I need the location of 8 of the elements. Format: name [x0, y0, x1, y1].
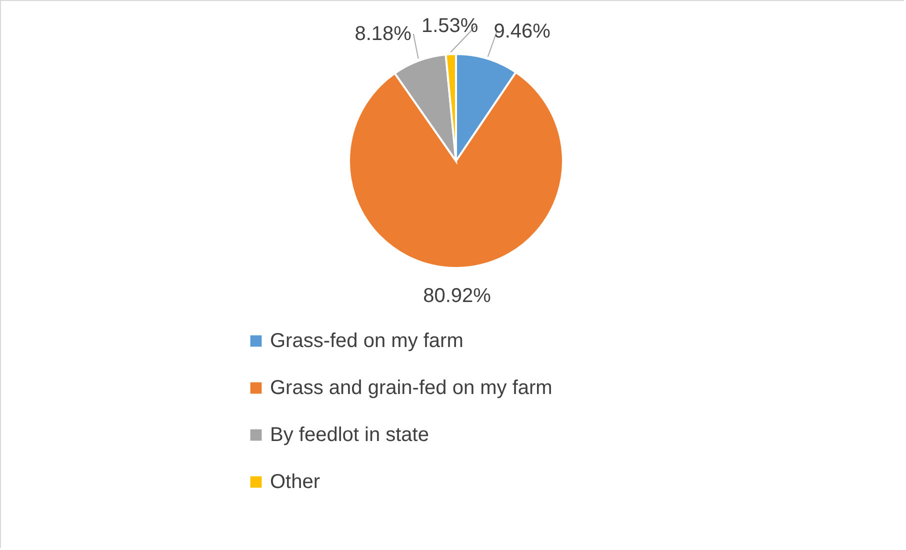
legend-label: By feedlot in state [270, 424, 429, 446]
data-label: 8.18% [354, 22, 412, 45]
legend-label: Other [270, 471, 320, 493]
legend-label: Grass-fed on my farm [270, 330, 464, 352]
data-label: 9.46% [494, 20, 551, 43]
data-label: 1.53% [421, 15, 478, 38]
data-label: 80.92% [423, 284, 492, 307]
legend-label: Grass and grain-fed on my farm [270, 377, 552, 399]
